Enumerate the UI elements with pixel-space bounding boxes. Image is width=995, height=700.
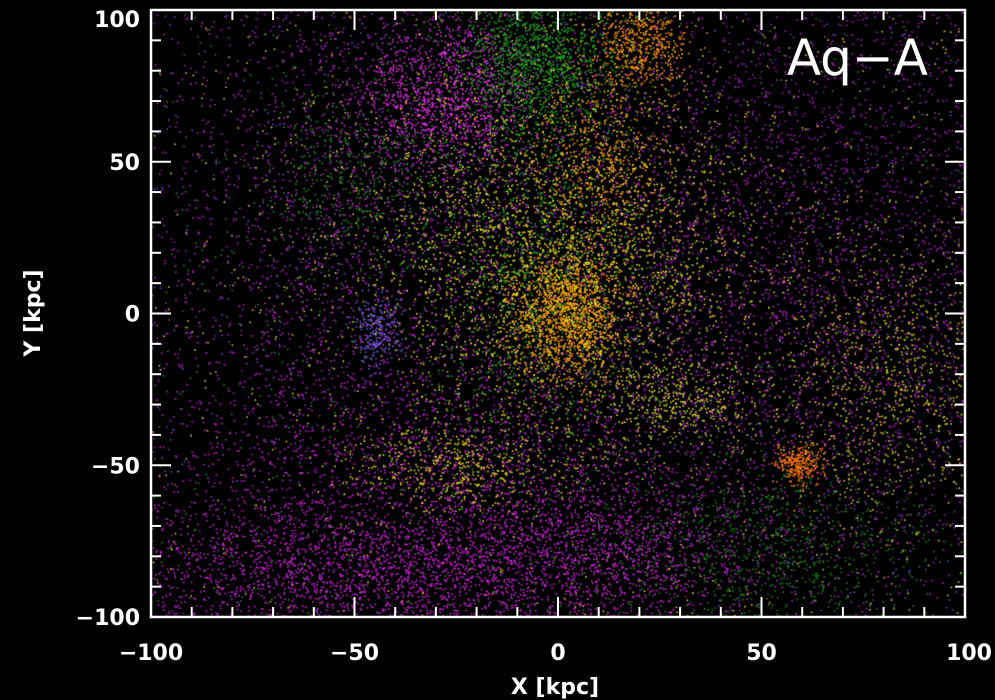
y-tick-label: 0	[125, 303, 140, 328]
simulation-label: Aq−A	[787, 29, 928, 87]
y-tick-label: −100	[76, 606, 140, 631]
tick-labels: −100 −50 0 50 100 −100 −50 0 50 100	[76, 8, 992, 666]
x-tick-label: −50	[330, 641, 379, 666]
y-tick-label: 100	[94, 8, 140, 33]
tick-marks	[150, 9, 966, 618]
x-tick-label: −100	[119, 641, 183, 666]
particle-distribution	[151, 10, 965, 617]
x-tick-label: 50	[746, 641, 777, 666]
y-tick-label: −50	[91, 454, 140, 479]
y-tick-label: 50	[109, 151, 140, 176]
particle-layer	[151, 10, 965, 617]
x-tick-label: 0	[550, 641, 565, 666]
x-axis-label: X [kpc]	[511, 675, 599, 700]
x-tick-label: 100	[946, 641, 992, 666]
y-axis-label: Y [kpc]	[21, 269, 46, 357]
